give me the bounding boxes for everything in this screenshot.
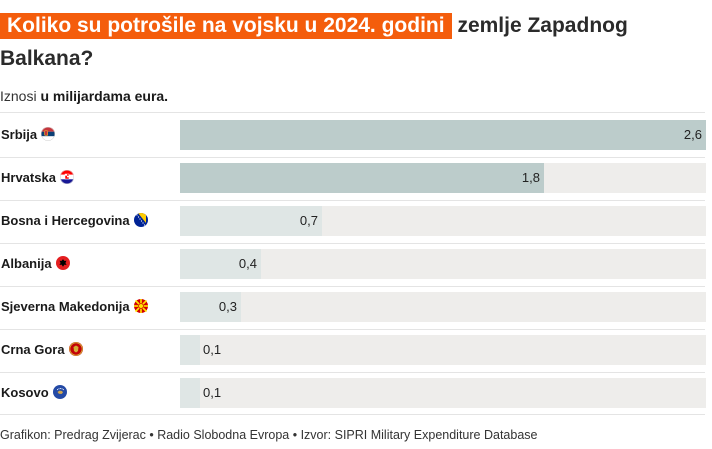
category-label: Albanija: [1, 253, 70, 273]
bar-track: 0,1: [180, 378, 706, 408]
subtitle-prefix: Iznosi: [0, 88, 37, 104]
chart-footer: Grafikon: Predrag Zvijerac • Radio Slobo…: [0, 428, 538, 442]
value-label: 0,1: [203, 385, 222, 400]
value-label: 0,7: [299, 213, 318, 228]
row-divider: [0, 200, 705, 201]
category-label-text: Sjeverna Makedonija: [1, 298, 130, 314]
row-divider: [0, 286, 705, 287]
bar: [180, 378, 200, 408]
bar-track: 0,3: [180, 292, 706, 322]
category-label: Crna Gora: [1, 339, 83, 359]
bar: [180, 335, 200, 365]
category-label-text: Albanija: [1, 255, 52, 271]
category-label: Bosna i Hercegovina: [1, 210, 148, 230]
subtitle-unit: u milijardama eura.: [40, 88, 169, 104]
row-divider: [0, 112, 705, 113]
bar: [180, 206, 322, 236]
row-divider: [0, 372, 705, 373]
bosnia-flag-icon: [133, 213, 148, 227]
category-label: Sjeverna Makedonija: [1, 296, 148, 316]
title-rest: zemlje Zapadnog Balkana?: [0, 14, 628, 70]
croatia-flag-icon: [59, 170, 74, 184]
category-label: Srbija: [1, 124, 56, 144]
row-divider: [0, 243, 705, 244]
value-label: 2,6: [683, 127, 702, 142]
value-label: 1,8: [521, 170, 540, 185]
category-label: Hrvatska: [1, 167, 74, 187]
bar: [180, 163, 544, 193]
category-label-text: Srbija: [1, 126, 38, 142]
category-label: Kosovo: [1, 382, 67, 402]
value-label: 0,1: [203, 342, 222, 357]
value-label: 0,3: [218, 299, 237, 314]
value-label: 0,4: [238, 256, 257, 271]
category-label-text: Bosna i Hercegovina: [1, 212, 130, 228]
bar-track: 0,1: [180, 335, 706, 365]
row-divider: [0, 414, 705, 415]
kosovo-flag-icon: [52, 385, 67, 399]
serbia-flag-icon: [41, 127, 56, 141]
bar-track: 0,4: [180, 249, 706, 279]
bar-track: 0,7: [180, 206, 706, 236]
bar-track: 2,6: [180, 120, 706, 150]
bar: [180, 292, 241, 322]
title-highlight: Koliko su potrošile na vojsku u 2024. go…: [0, 13, 452, 39]
category-label-text: Kosovo: [1, 384, 49, 400]
category-label-text: Crna Gora: [1, 341, 65, 357]
chart-title: Koliko su potrošile na vojsku u 2024. go…: [0, 9, 705, 75]
row-divider: [0, 329, 705, 330]
bar-track: 1,8: [180, 163, 706, 193]
chart-subtitle: Iznosi u milijardama eura.: [0, 88, 168, 104]
bar: [180, 120, 706, 150]
bar: [180, 249, 261, 279]
row-divider: [0, 157, 705, 158]
north-macedonia-flag-icon: [133, 299, 148, 313]
montenegro-flag-icon: [68, 342, 83, 356]
category-label-text: Hrvatska: [1, 169, 56, 185]
albania-flag-icon: [55, 256, 70, 270]
